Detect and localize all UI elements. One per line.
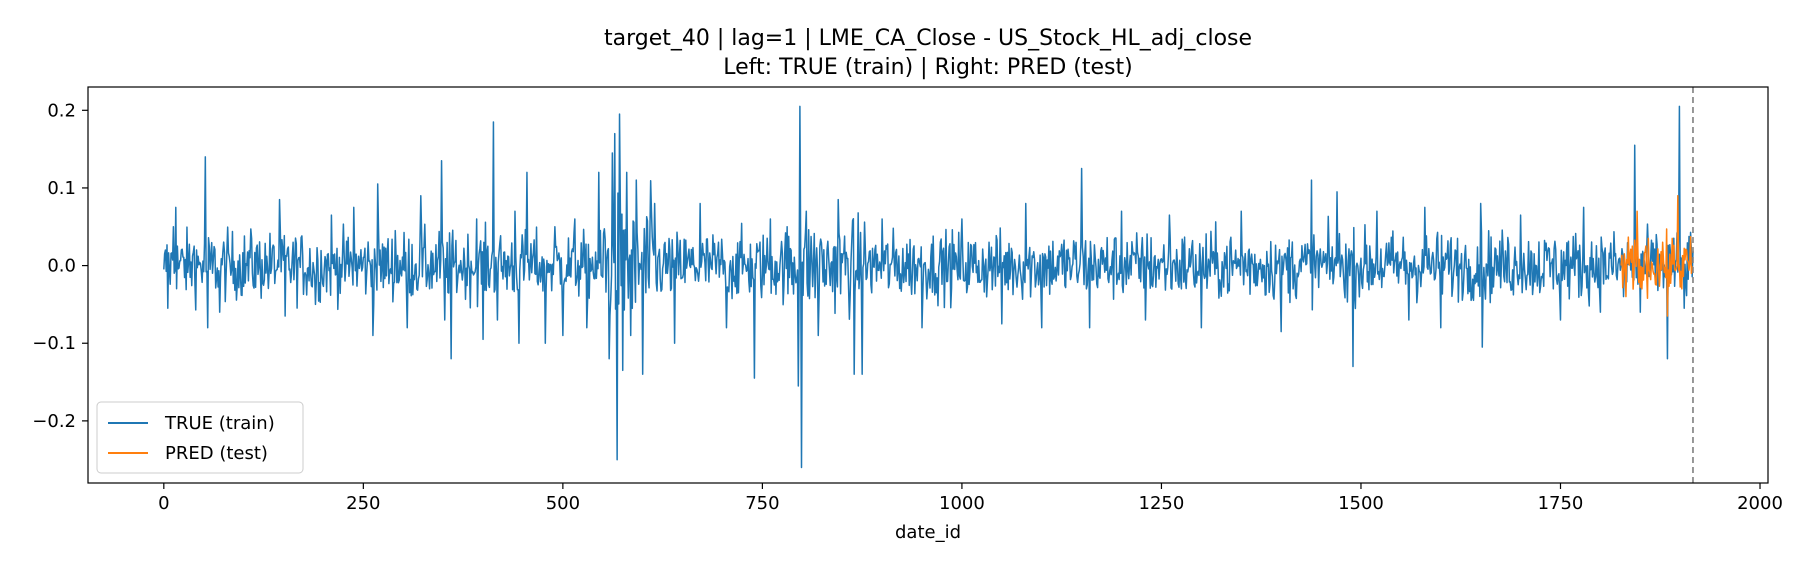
chart-subtitle: Left: TRUE (train) | Right: PRED (test) <box>723 55 1132 80</box>
series-pred-test <box>1620 194 1694 317</box>
y-tick-label: 0.2 <box>47 100 76 121</box>
x-tick-label: 750 <box>745 493 779 514</box>
x-tick-label: 2000 <box>1737 493 1783 514</box>
x-tick-label: 1750 <box>1538 493 1584 514</box>
plot-frame <box>87 86 1769 484</box>
y-tick-label: 0.0 <box>47 256 76 277</box>
y-tick-label: −0.1 <box>32 333 76 354</box>
y-tick-label: −0.2 <box>32 411 76 432</box>
legend-label-pred: PRED (test) <box>165 443 268 464</box>
chart-title: target_40 | lag=1 | LME_CA_Close - US_St… <box>604 26 1252 51</box>
x-tick-label: 250 <box>346 493 380 514</box>
x-tick-label: 500 <box>546 493 580 514</box>
series-line-true <box>163 105 1694 469</box>
x-axis: 0 250 500 750 1000 1250 1500 1750 2000 <box>158 483 1783 514</box>
x-tick-label: 1000 <box>939 493 985 514</box>
legend-label-true: TRUE (train) <box>164 413 275 434</box>
series-true-train <box>163 105 1694 469</box>
y-tick-label: 0.1 <box>47 178 76 199</box>
x-axis-label: date_id <box>895 522 961 543</box>
series-line-pred <box>1620 194 1694 317</box>
plot-area <box>163 87 1694 483</box>
x-tick-label: 1500 <box>1338 493 1384 514</box>
legend-box <box>96 401 304 474</box>
y-axis: 0.2 0.1 0.0 −0.1 −0.2 <box>32 100 88 432</box>
x-tick-label: 1250 <box>1139 493 1185 514</box>
legend: TRUE (train) PRED (test) <box>96 401 304 474</box>
x-tick-label: 0 <box>158 493 169 514</box>
